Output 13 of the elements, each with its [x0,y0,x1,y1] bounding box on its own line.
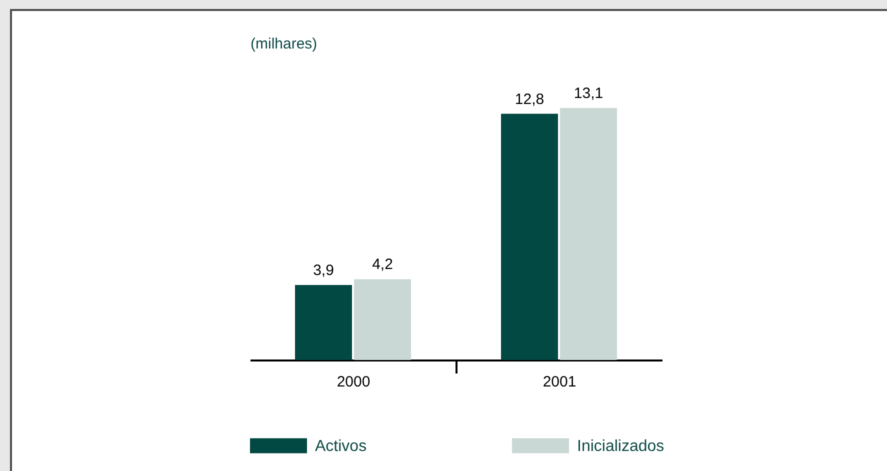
data-label: 13,1 [574,85,604,102]
data-label: 12,8 [514,90,544,108]
data-label: 4,2 [372,256,393,274]
data-label: 3,9 [313,262,334,279]
bar [560,108,617,360]
x-tick-label: 2000 [336,374,370,390]
bar [501,114,558,360]
legend-label: Activos [315,438,367,455]
legend-label: Inicializados [577,438,664,455]
y-axis-title: (milhares) [250,36,318,52]
x-tick-label: 2001 [542,374,576,390]
bar [354,279,411,360]
bar [295,284,352,360]
